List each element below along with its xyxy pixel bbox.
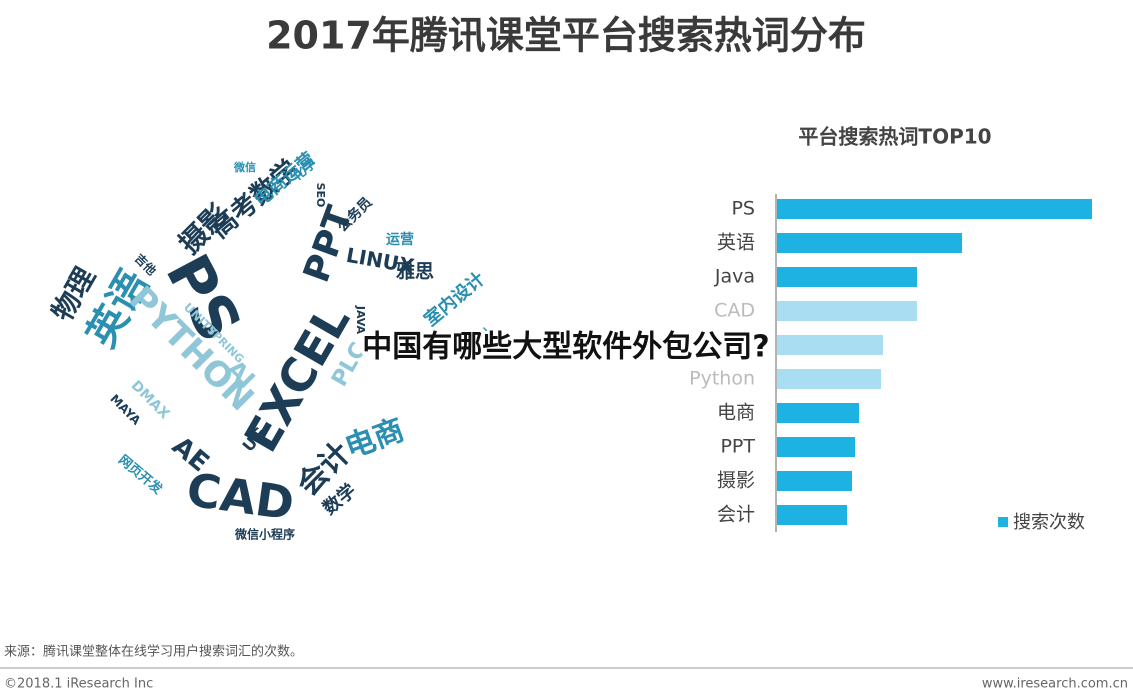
source-note: 来源：腾讯课堂整体在线学习用户搜索词汇的次数。 <box>4 644 303 660</box>
y-tick-label: Java <box>714 266 755 288</box>
bar <box>777 301 917 321</box>
bar <box>777 267 917 287</box>
y-tick-label: CAD <box>714 300 755 322</box>
y-tick-label: 电商 <box>717 402 755 424</box>
cloud-word: SEO <box>314 183 327 208</box>
copyright: ©2018.1 iResearch Inc <box>4 677 153 692</box>
y-tick-label: PPT <box>720 436 755 458</box>
bar <box>777 471 852 491</box>
bar <box>777 199 1092 219</box>
cloud-word: 微信 <box>233 160 256 174</box>
bar <box>777 505 847 525</box>
y-tick-label: 会计 <box>717 504 755 526</box>
overlay-text: 中国有哪些大型软件外包公司? <box>362 330 769 365</box>
bar <box>777 335 883 355</box>
page-title: 2017年腾讯课堂平台搜索热词分布 <box>266 14 866 58</box>
bar <box>777 369 881 389</box>
y-tick-label: 英语 <box>717 232 755 254</box>
cloud-word: 微信小程序 <box>234 527 295 542</box>
cloud-word: 雅思 <box>396 261 434 283</box>
y-tick-label: Python <box>689 368 755 390</box>
y-tick-label: PS <box>731 198 755 220</box>
cloud-word: JAVA <box>354 305 367 335</box>
bar <box>777 403 859 423</box>
legend-label: 搜索次数 <box>1013 512 1085 533</box>
bar <box>777 233 962 253</box>
bar <box>777 437 855 457</box>
website: www.iresearch.com.cn <box>982 677 1128 692</box>
legend-swatch <box>998 517 1008 527</box>
y-tick-label: 摄影 <box>717 470 755 492</box>
chart-title: 平台搜索热词TOP10 <box>798 125 991 149</box>
cloud-word: 运营 <box>386 231 414 248</box>
